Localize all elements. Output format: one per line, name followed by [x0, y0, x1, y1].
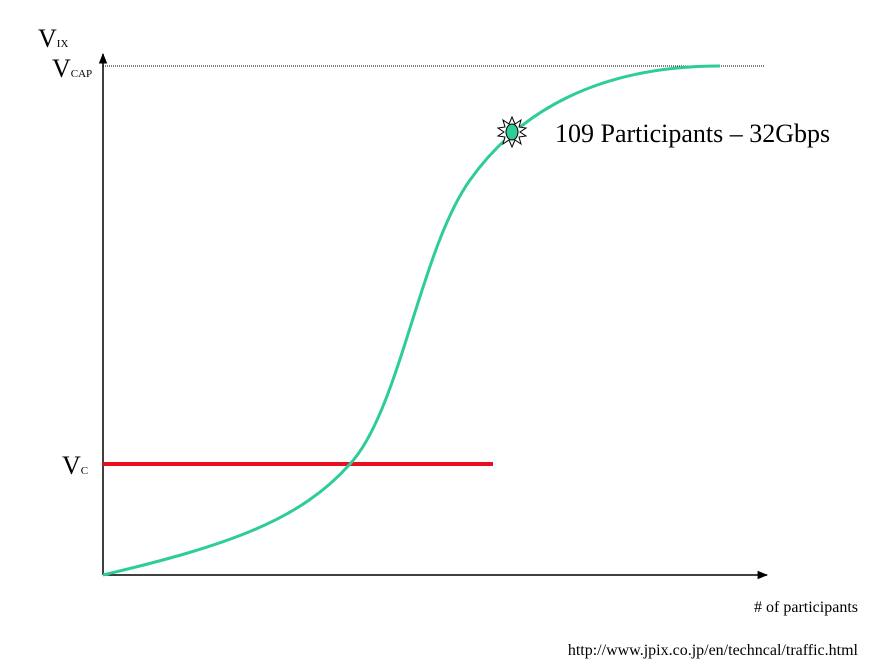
s-curve	[102, 64, 721, 577]
label-sub: C	[81, 465, 88, 477]
source: http://www.jpix.co.jp/en/techncal/traffi…	[568, 642, 859, 659]
label-main: V	[52, 54, 71, 83]
star-marker	[496, 115, 528, 149]
annotation: 109 Participants – 32Gbps	[555, 119, 830, 148]
label-main: V	[62, 451, 81, 480]
cap-label: VCAP	[52, 54, 92, 83]
label-sub: IX	[57, 38, 69, 50]
y-axis-label: VIX	[38, 24, 68, 53]
label-main: V	[38, 24, 57, 53]
label-sub: CAP	[71, 68, 92, 80]
c-label: VC	[62, 451, 88, 480]
x-axis-label: # of participants	[754, 599, 858, 616]
